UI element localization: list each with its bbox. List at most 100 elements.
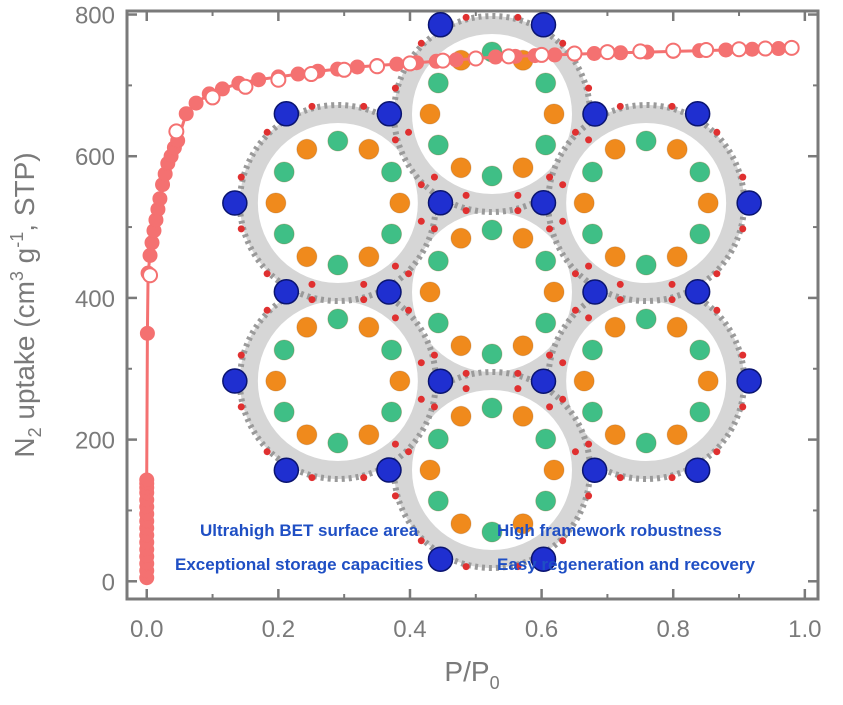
feature-regeneration-recovery: Easy regeneration and recovery xyxy=(497,555,756,574)
y-tick-label: 800 xyxy=(75,3,115,30)
adsorption-point xyxy=(547,47,563,63)
orange-cluster xyxy=(296,246,318,268)
green-cluster xyxy=(535,428,557,450)
linker-oxygen xyxy=(263,128,271,136)
metal-node xyxy=(376,279,402,305)
green-cluster xyxy=(535,490,557,512)
linker-oxygen xyxy=(430,403,438,411)
green-cluster xyxy=(273,339,295,361)
orange-cluster xyxy=(419,103,441,125)
linker-oxygen xyxy=(585,440,593,448)
linker-oxygen xyxy=(514,369,522,377)
adsorption-point xyxy=(389,56,405,72)
green-cluster xyxy=(581,161,603,183)
linker-oxygen xyxy=(308,296,316,304)
adsorption-point xyxy=(178,106,194,122)
orange-cluster xyxy=(358,246,380,268)
metal-node xyxy=(736,368,762,394)
desorption-point xyxy=(204,89,221,106)
green-cluster xyxy=(481,219,503,241)
orange-cluster xyxy=(450,227,472,249)
adsorption-point xyxy=(349,59,365,75)
linker-oxygen xyxy=(616,474,624,482)
orange-cluster xyxy=(512,157,534,179)
green-cluster xyxy=(427,72,449,94)
linker-oxygen xyxy=(417,359,425,367)
green-cluster xyxy=(381,339,403,361)
adsorption-point xyxy=(139,325,155,341)
desorption-point xyxy=(665,42,682,59)
linker-oxygen xyxy=(308,102,316,110)
green-cluster xyxy=(635,130,657,152)
linker-oxygen xyxy=(405,270,413,278)
orange-cluster xyxy=(450,513,472,535)
orange-cluster xyxy=(450,335,472,357)
green-cluster xyxy=(535,250,557,272)
orange-cluster xyxy=(666,424,688,446)
linker-oxygen xyxy=(559,359,567,367)
green-cluster xyxy=(273,161,295,183)
orange-cluster xyxy=(265,192,287,214)
linker-oxygen xyxy=(713,306,721,314)
linker-oxygen xyxy=(360,474,368,482)
green-cluster xyxy=(381,223,403,245)
y-axis-title-n: N xyxy=(9,437,40,457)
metal-node xyxy=(530,190,557,216)
linker-oxygen xyxy=(462,207,470,215)
orange-cluster xyxy=(604,138,626,160)
orange-cluster xyxy=(450,157,472,179)
linker-oxygen xyxy=(417,181,425,189)
linker-oxygen xyxy=(462,563,470,571)
linker-oxygen xyxy=(417,217,425,225)
linker-oxygen xyxy=(616,102,624,110)
metal-node xyxy=(684,101,711,127)
linker-oxygen xyxy=(668,474,676,482)
linker-oxygen xyxy=(391,262,399,270)
green-cluster xyxy=(581,339,603,361)
green-cluster xyxy=(535,72,557,94)
green-cluster xyxy=(689,339,711,361)
green-cluster xyxy=(689,223,711,245)
desorption-point xyxy=(168,123,185,140)
linker-oxygen xyxy=(263,448,271,456)
green-cluster xyxy=(581,223,603,245)
linker-oxygen xyxy=(417,537,425,545)
orange-cluster xyxy=(512,227,534,249)
y-axis-title-sup-neg1: -1 xyxy=(7,232,27,248)
metal-node xyxy=(530,546,557,572)
metal-node xyxy=(736,190,762,216)
desorption-point xyxy=(401,55,418,72)
adsorption-point xyxy=(488,49,504,65)
linker-oxygen xyxy=(585,262,593,270)
linker-oxygen xyxy=(546,225,554,233)
orange-cluster xyxy=(666,138,688,160)
orange-cluster xyxy=(666,316,688,338)
axis-tick-labels: 0.0 0.2 0.4 0.6 0.8 1.0 0 200 400 600 800 xyxy=(75,3,822,643)
linker-oxygen xyxy=(263,306,271,314)
linker-oxygen xyxy=(514,13,522,21)
desorption-point xyxy=(237,78,254,95)
x-tick-label: 0.8 xyxy=(657,616,690,643)
feature-framework-robustness: High framework robustness xyxy=(497,521,722,540)
green-cluster xyxy=(481,521,503,543)
linker-oxygen xyxy=(417,395,425,403)
linker-oxygen xyxy=(559,537,567,545)
orange-cluster xyxy=(573,192,595,214)
adsorption-point xyxy=(139,472,155,488)
linker-oxygen xyxy=(559,181,567,189)
linker-oxygen xyxy=(514,207,522,215)
linker-oxygen xyxy=(391,440,399,448)
linker-oxygen xyxy=(430,173,438,181)
orange-cluster xyxy=(512,405,534,427)
linker-oxygen xyxy=(360,102,368,110)
linker-oxygen xyxy=(559,217,567,225)
adsorption-point xyxy=(586,46,602,62)
orange-cluster xyxy=(666,246,688,268)
desorption-point xyxy=(698,41,715,58)
framework-pore xyxy=(566,301,727,461)
desorption-point xyxy=(336,61,353,78)
y-axis-title-sub2: 2 xyxy=(25,427,45,437)
orange-cluster xyxy=(419,281,441,303)
linker-oxygen xyxy=(739,403,747,411)
desorption-point xyxy=(599,44,616,61)
